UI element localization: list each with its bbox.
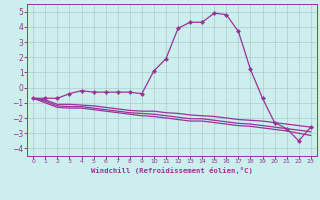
X-axis label: Windchill (Refroidissement éolien,°C): Windchill (Refroidissement éolien,°C) <box>91 167 253 174</box>
